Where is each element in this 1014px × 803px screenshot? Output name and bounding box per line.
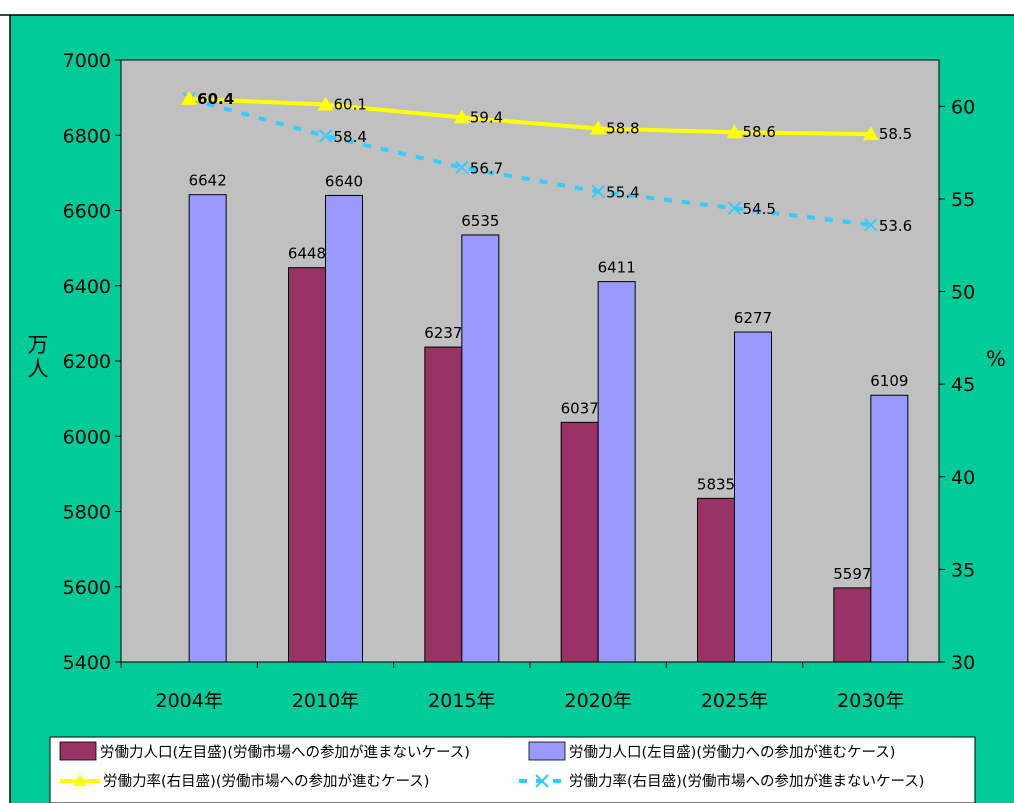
y2-tick-label: 60 [951, 96, 975, 118]
y-tick-label: 6400 [63, 276, 111, 298]
bar-data-label: 6448 [288, 245, 326, 263]
x-tick-label: 2004年 [155, 690, 222, 712]
y-tick-label: 5600 [63, 577, 111, 599]
bar-data-label: 6640 [325, 172, 363, 190]
line-series-1 [189, 96, 871, 137]
line-series-1-data-label: 60.1 [334, 95, 367, 113]
line-series-1-data-label: 58.6 [743, 123, 776, 141]
line-series-2-marker [318, 129, 333, 143]
legend-swatch-bar-2 [528, 741, 566, 761]
y2-tick-label: 50 [951, 282, 975, 304]
axes-layer: 5400 5600 5800 6000 6200 6400 6600 6800 7000 30 35… [63, 50, 976, 712]
line-series-1-marker [453, 109, 470, 124]
bar [424, 346, 463, 663]
y-tick-label: 5400 [63, 652, 111, 674]
legend: 労働力人口(左目盛)(労働市場への参加が進まないケース) 労働力人口(左目盛)(… [49, 736, 976, 803]
y-tick-label: 6800 [63, 125, 111, 147]
line-series-1-marker [862, 126, 879, 141]
bar [560, 421, 599, 663]
bar-data-label: 5597 [833, 565, 871, 583]
legend-label-line-1: 労働力率(右目盛)(労働市場への参加が進むケース) [103, 773, 429, 790]
x-tick-label: 2010年 [292, 690, 359, 712]
bar-data-label: 6411 [598, 259, 636, 277]
bar [188, 194, 227, 663]
x-tick-label: 2015年 [428, 690, 495, 712]
y-tick-label: 6600 [63, 201, 111, 223]
legend-box [49, 736, 976, 803]
legend-marker-line-2 [535, 774, 549, 788]
line-series-1-data-label: 58.8 [606, 120, 639, 138]
line-series-2-data-label: 58.4 [334, 128, 367, 146]
line-series-2-data-label: 56.7 [470, 159, 503, 177]
legend-label-line-2: 労働力率(右目盛)(労働市場への参加が進まないケース) [569, 773, 924, 790]
line-series-2-data-label: 54.5 [743, 200, 776, 218]
line-series-2-data-label: 53.6 [879, 217, 912, 235]
line-series-2-marker [455, 160, 469, 175]
legend-label-bar-1: 労働力人口(左目盛)(労働市場への参加が進まないケース) [100, 744, 470, 761]
bar-data-label: 6109 [870, 372, 908, 390]
legend-marker-line-1 [73, 774, 87, 786]
bar [734, 331, 772, 663]
line-series-2-marker [591, 184, 605, 199]
bar [597, 281, 636, 663]
line-series-1-marker [590, 120, 607, 135]
bar [833, 587, 872, 663]
y-tick-label: 7000 [63, 50, 111, 72]
x-tick-label: 2030年 [837, 690, 904, 712]
bar [325, 194, 363, 663]
y2-tick-label: 55 [951, 189, 975, 211]
bar-data-label: 6037 [561, 399, 599, 417]
line-series-2-data-label: 55.4 [606, 184, 639, 202]
legend-label-bar-2: 労働力人口(左目盛)(労働力への参加が進むケース) [569, 744, 895, 761]
y2-tick-label: 35 [951, 559, 975, 581]
x-tick-label: 2020年 [564, 690, 631, 712]
y-axis-label: 万人 [28, 333, 49, 381]
line-series-1-marker [317, 96, 334, 111]
line-series-2-marker [727, 201, 742, 215]
y2-tick-label: 40 [951, 467, 975, 489]
line-series-1-marker [726, 124, 743, 139]
plot-area [120, 59, 940, 663]
legend-swatch-bar-1 [59, 741, 97, 761]
bar [288, 267, 326, 663]
line-series-2-marker [864, 218, 878, 232]
bars-layer [188, 194, 909, 663]
line-series-1-data-label: 59.4 [470, 108, 503, 126]
y2-tick-label: 45 [951, 374, 975, 396]
y2-tick-label: 30 [951, 652, 975, 674]
bar-data-label: 6535 [461, 212, 499, 230]
line-series-2 [188, 96, 872, 227]
bar-data-label: 6237 [424, 324, 462, 342]
y-tick-label: 6000 [63, 426, 111, 448]
bar [870, 394, 909, 663]
bar-data-label: 5835 [697, 475, 735, 493]
bar [697, 497, 735, 663]
line-series-1-data-label: 58.5 [879, 125, 912, 143]
line-series-1-data-label: 60.4 [197, 90, 234, 108]
data-labels-layer: 6448 6237 6037 5835 5597 6642 6640 6535 6411 6277… [189, 90, 913, 583]
lines-layer [181, 90, 879, 232]
line-series-1-marker [181, 90, 198, 105]
y2-axis-label: % [986, 347, 1006, 371]
bar-data-label: 6642 [189, 172, 227, 190]
bar [461, 234, 500, 663]
bar-data-label: 6277 [734, 309, 772, 327]
y-tick-label: 5800 [63, 502, 111, 524]
y-tick-label: 6200 [63, 351, 111, 373]
x-tick-label: 2025年 [701, 690, 768, 712]
